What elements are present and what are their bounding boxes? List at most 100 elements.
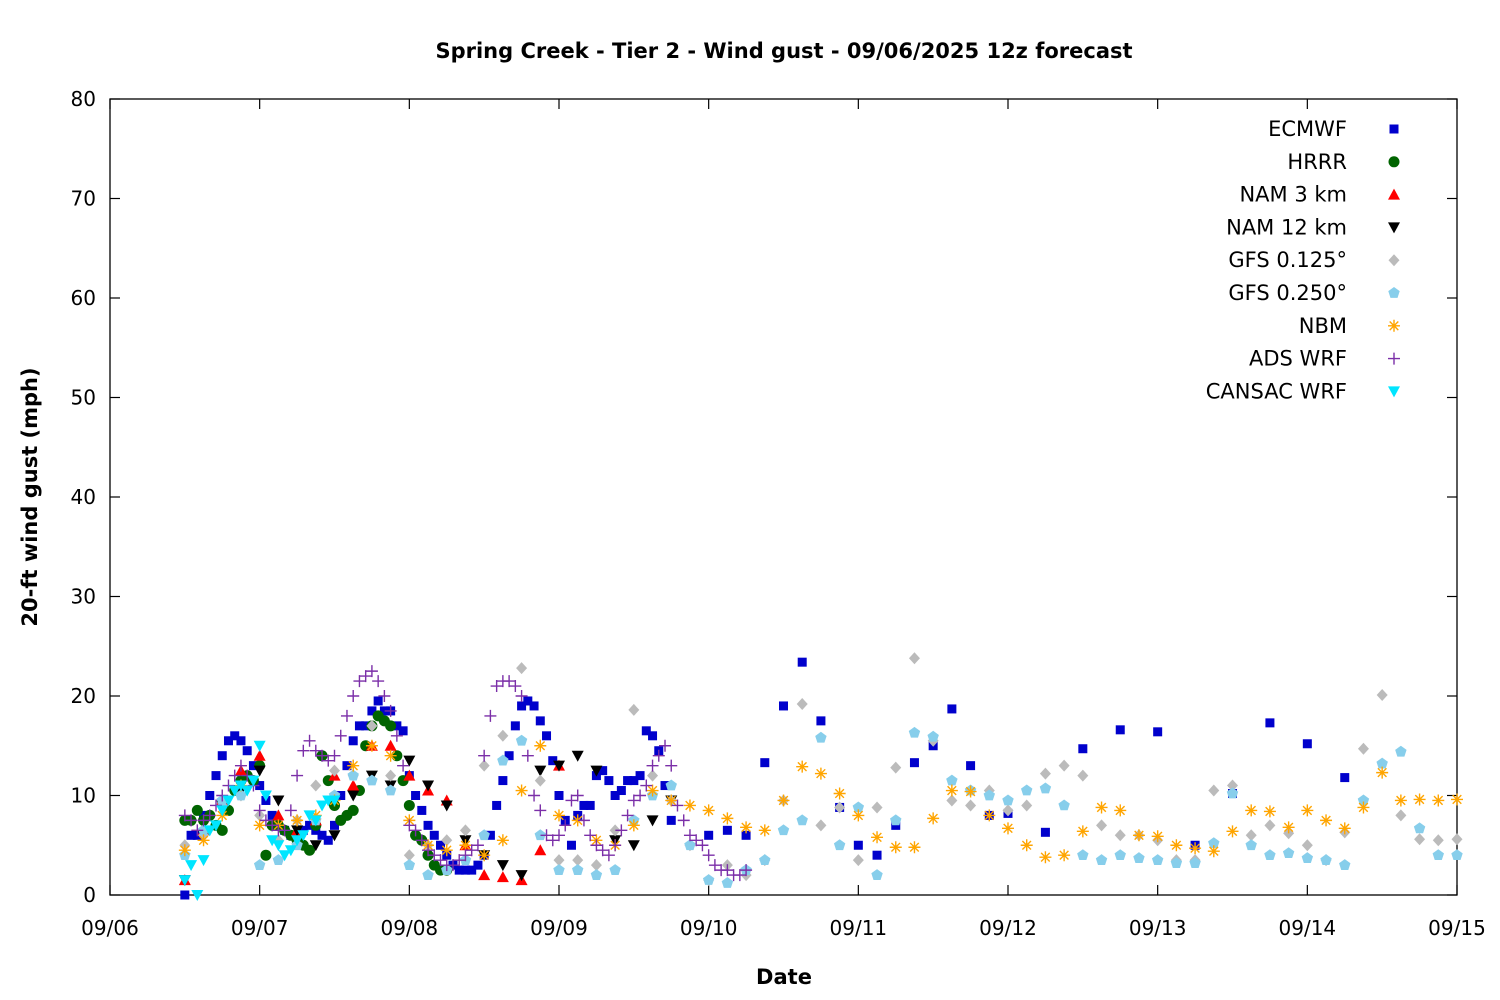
data-point: [740, 864, 753, 877]
data-point: [266, 819, 279, 832]
data-point: [434, 854, 447, 867]
legend-label: GFS 0.250°: [1228, 281, 1347, 305]
data-point: [779, 701, 788, 711]
data-point: [927, 812, 940, 825]
data-point: [496, 834, 509, 847]
data-point: [852, 801, 865, 813]
data-point: [833, 839, 846, 851]
data-point: [1077, 769, 1089, 782]
data-point: [1264, 849, 1276, 861]
data-point: [577, 814, 590, 827]
y-tick-label: 50: [71, 386, 96, 410]
data-point: [478, 749, 491, 762]
legend-entry: ADS WRF: [1249, 347, 1400, 371]
data-point: [646, 759, 659, 772]
data-point: [272, 840, 285, 852]
data-point: [1021, 784, 1033, 796]
data-point: [1077, 849, 1089, 861]
data-point: [834, 801, 846, 814]
data-point: [1039, 851, 1052, 864]
data-point: [266, 835, 279, 847]
data-point: [702, 874, 715, 885]
data-point: [648, 731, 658, 741]
data-point: [553, 864, 565, 875]
data-point: [945, 784, 958, 797]
data-point: [1040, 827, 1050, 837]
x-axis-label: Date: [756, 965, 812, 989]
data-point: [348, 736, 358, 746]
legend-marker: [1388, 222, 1400, 234]
data-point: [1264, 819, 1276, 832]
data-point: [255, 781, 265, 791]
data-point: [272, 854, 285, 866]
data-point: [629, 776, 639, 786]
data-point: [571, 814, 584, 827]
data-point: [534, 844, 547, 856]
legend-label: NBM: [1299, 314, 1347, 338]
data-point: [291, 769, 304, 782]
y-tick-label: 60: [71, 286, 96, 310]
data-point: [590, 765, 603, 777]
data-point: [965, 799, 977, 812]
data-point: [185, 860, 198, 872]
data-point: [571, 789, 584, 802]
data-point: [1114, 829, 1126, 842]
data-point: [684, 839, 696, 851]
data-point: [478, 829, 490, 841]
data-point: [309, 815, 322, 827]
data-point: [683, 829, 696, 842]
data-point: [871, 801, 883, 814]
data-point: [230, 731, 240, 741]
data-point: [853, 840, 863, 850]
legend-entry: GFS 0.125°: [1228, 248, 1400, 272]
data-point: [833, 787, 846, 800]
data-point: [403, 859, 416, 870]
data-point: [758, 824, 771, 837]
legend-marker: [1388, 352, 1400, 365]
legend-entry: NAM 12 km: [1226, 215, 1400, 239]
data-point: [1078, 744, 1088, 754]
data-point: [598, 766, 608, 776]
data-point: [946, 794, 958, 807]
data-point: [454, 865, 464, 875]
legend: ECMWF HRRR NAM 3 km NAM 12 km GFS 0.125° GFS …: [1206, 117, 1400, 403]
data-point: [205, 791, 215, 800]
data-point: [623, 776, 633, 786]
data-point: [403, 849, 415, 862]
data-point: [1301, 852, 1314, 864]
data-point: [733, 869, 746, 882]
data-point: [721, 864, 734, 877]
data-point: [540, 829, 553, 842]
data-point: [1432, 849, 1444, 861]
data-point: [185, 814, 198, 827]
data-point: [347, 690, 360, 702]
y-tick-label: 80: [71, 87, 96, 111]
x-tick-label: 09/09: [530, 916, 588, 940]
data-point: [909, 758, 919, 768]
data-point: [310, 779, 322, 792]
data-point: [467, 865, 477, 875]
data-point: [610, 791, 620, 800]
data-point: [1451, 833, 1463, 846]
data-point: [291, 835, 304, 847]
data-point: [590, 839, 603, 852]
data-point: [385, 769, 397, 782]
data-point: [534, 804, 547, 817]
data-point: [323, 835, 333, 845]
data-point: [248, 761, 258, 771]
data-point: [253, 765, 266, 777]
data-point: [1301, 839, 1313, 852]
data-point: [741, 830, 751, 840]
data-point: [596, 844, 609, 857]
data-point: [908, 652, 920, 665]
data-point: [384, 749, 397, 762]
data-point: [1357, 742, 1369, 755]
data-point: [1039, 782, 1052, 794]
data-point: [702, 849, 715, 862]
legend-entry: CANSAC WRF: [1206, 379, 1400, 403]
data-point: [627, 840, 640, 852]
data-point: [640, 779, 653, 792]
data-point: [372, 675, 385, 688]
data-point: [384, 784, 397, 796]
